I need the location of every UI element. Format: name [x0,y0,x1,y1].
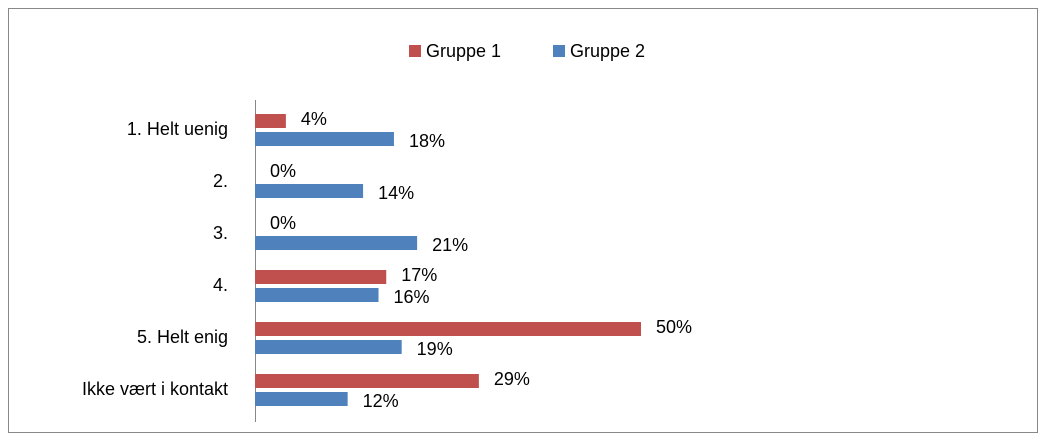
bar [255,114,286,128]
legend-swatch [553,45,565,57]
bar [255,392,348,406]
bar [255,132,394,146]
bar [255,340,402,354]
value-label: 17% [401,265,437,285]
legend-label: Gruppe 1 [426,41,501,61]
category-label: 4. [213,275,228,295]
value-label: 29% [494,369,530,389]
legend-swatch [409,45,421,57]
value-label: 19% [417,339,453,359]
value-label: 4% [301,109,327,129]
value-label: 0% [270,161,296,181]
value-label: 16% [394,287,430,307]
value-label: 14% [378,183,414,203]
category-label: 3. [213,223,228,243]
category-label: Ikke vært i kontakt [82,379,228,399]
value-label: 18% [409,131,445,151]
category-label: 1. Helt uenig [127,119,228,139]
category-label: 2. [213,171,228,191]
category-label: 5. Helt enig [137,327,228,347]
bar [255,270,387,284]
value-label: 0% [270,213,296,233]
bar [255,322,641,336]
bar [255,288,379,302]
legend-label: Gruppe 2 [570,41,645,61]
value-label: 50% [656,317,692,337]
chart-border [8,8,1038,433]
value-label: 12% [363,391,399,411]
bar [255,184,364,198]
value-label: 21% [432,235,468,255]
bar [255,374,479,388]
bar [255,236,418,250]
